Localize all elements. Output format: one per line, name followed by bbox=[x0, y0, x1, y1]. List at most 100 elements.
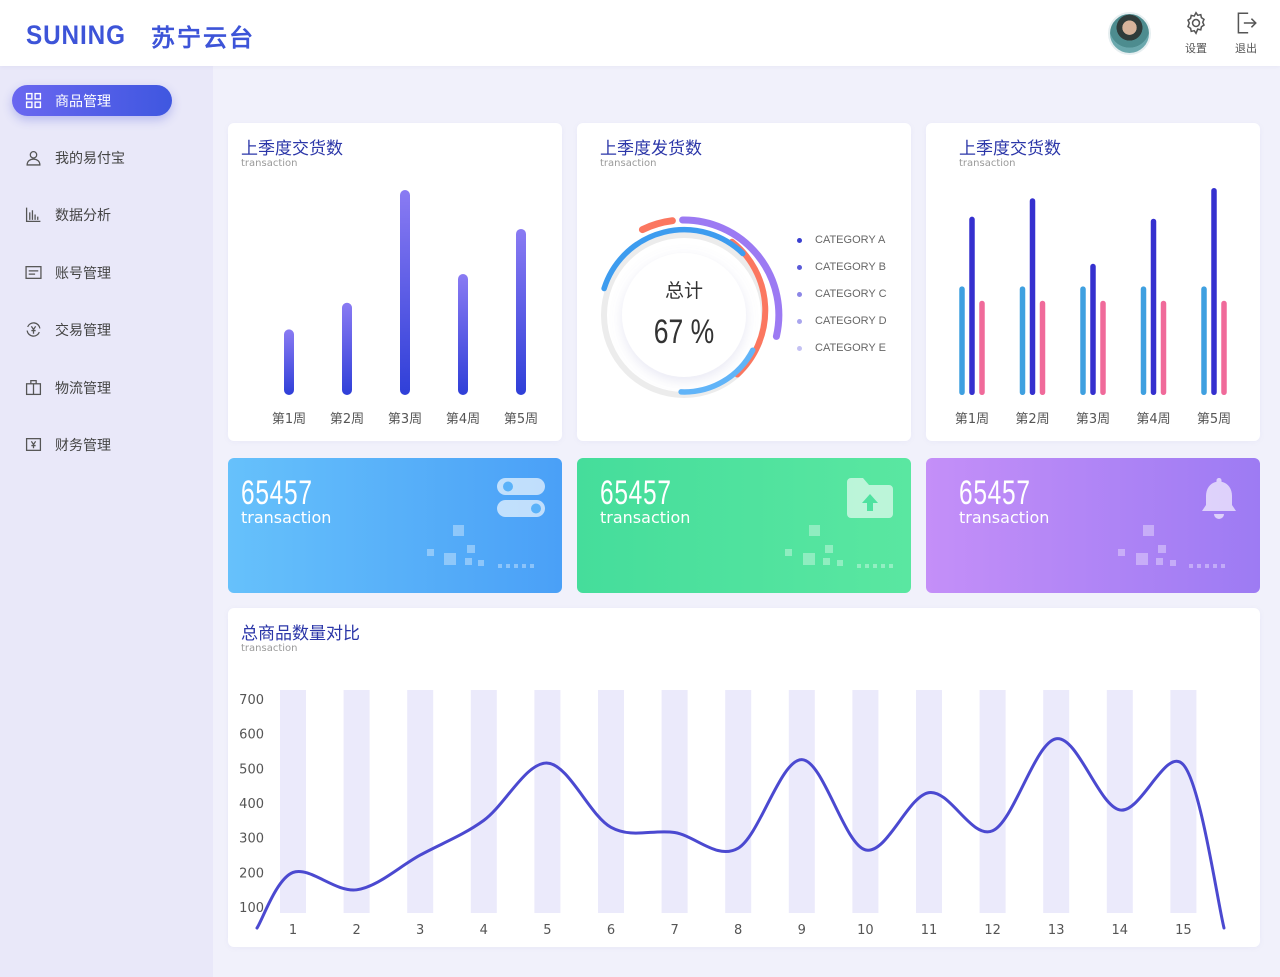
logo-text-cn: 苏宁云台 bbox=[151, 24, 256, 52]
stat-card-blue[interactable]: 65457 transaction bbox=[228, 458, 562, 593]
legend-label: CATEGORY A bbox=[815, 234, 886, 246]
bar[interactable] bbox=[1221, 300, 1227, 395]
sidebar-item-products[interactable]: 商品管理 bbox=[12, 85, 172, 116]
bar bbox=[1106, 690, 1133, 913]
bar[interactable] bbox=[979, 300, 985, 395]
decor-pixel bbox=[803, 553, 815, 565]
bar[interactable] bbox=[284, 329, 294, 395]
decor-pixel bbox=[809, 525, 820, 536]
shipping-donut-card: 上季度发货数 transaction 总计 67 % CATEGORY A CA… bbox=[577, 123, 911, 441]
decor-pixel bbox=[478, 560, 484, 566]
decor-pixel bbox=[889, 564, 893, 568]
bar[interactable] bbox=[1080, 286, 1086, 395]
stat-label: transaction bbox=[600, 508, 691, 527]
decor-pixel bbox=[1197, 564, 1201, 568]
bar[interactable] bbox=[458, 274, 468, 395]
donut-arc-outer-orange bbox=[638, 217, 676, 234]
stat-label: transaction bbox=[959, 508, 1050, 527]
legend-item: CATEGORY B bbox=[797, 261, 886, 273]
y-tick-label: 700 bbox=[239, 693, 264, 708]
bar[interactable] bbox=[1090, 263, 1096, 395]
card-subtitle: transaction bbox=[959, 158, 1016, 169]
legend-item: CATEGORY E bbox=[797, 342, 886, 354]
bar bbox=[1043, 690, 1070, 913]
sidebar-item-label: 交易管理 bbox=[55, 322, 111, 339]
decor-pixel bbox=[514, 564, 518, 568]
bar[interactable] bbox=[1150, 218, 1157, 395]
donut-center bbox=[622, 253, 746, 377]
x-tick-label: 1 bbox=[289, 923, 297, 938]
bar[interactable] bbox=[1019, 286, 1026, 395]
legend-label: CATEGORY C bbox=[815, 288, 887, 300]
bar[interactable] bbox=[400, 190, 410, 395]
decor-pixel bbox=[1205, 564, 1209, 568]
sidebar-item-transactions[interactable]: 交易管理 bbox=[12, 314, 172, 345]
sidebar: 商品管理 我的易付宝 数据分析 账号管理 交易管理 物流管理 财务管理 bbox=[0, 66, 213, 977]
bar[interactable] bbox=[959, 286, 965, 395]
legend-label: CATEGORY B bbox=[815, 261, 886, 273]
bar[interactable] bbox=[1100, 300, 1106, 395]
bar[interactable] bbox=[1211, 187, 1217, 395]
folder-upload-icon bbox=[847, 478, 893, 518]
bar[interactable] bbox=[342, 302, 352, 395]
decor-pixel bbox=[1189, 564, 1193, 568]
bar[interactable] bbox=[1201, 286, 1207, 395]
x-tick-label: 5 bbox=[543, 923, 551, 938]
bar[interactable] bbox=[969, 216, 975, 395]
x-tick-label: 10 bbox=[857, 923, 874, 938]
logout-icon bbox=[1237, 12, 1257, 34]
legend-label: CATEGORY E bbox=[815, 342, 886, 354]
decor-pixel bbox=[1136, 553, 1148, 565]
total-products-chart: 1 2 3 4 5 6 7 8 9 10 11 12 13 14 151002003004005006007… bbox=[239, 690, 1226, 938]
x-tick-label: 第5周 bbox=[1197, 412, 1231, 427]
decor-pixel bbox=[1158, 545, 1166, 553]
sidebar-item-accounts[interactable]: 账号管理 bbox=[12, 257, 172, 288]
series-line bbox=[255, 737, 1226, 930]
bar[interactable] bbox=[1029, 198, 1036, 395]
sidebar-item-finance[interactable]: 财务管理 bbox=[12, 429, 172, 460]
x-tick-label: 4 bbox=[480, 923, 488, 938]
bar bbox=[598, 690, 624, 913]
x-tick-label: 6 bbox=[607, 923, 615, 938]
stat-card-green[interactable]: 65457 transaction bbox=[577, 458, 911, 593]
weekly-delivery-grouped-chart: 第1周 第2周 第3周 第4周 第5周 bbox=[955, 187, 1231, 427]
avatar[interactable] bbox=[1108, 12, 1151, 55]
bar[interactable] bbox=[516, 228, 526, 395]
card-subtitle: transaction bbox=[241, 158, 298, 169]
card-title: 上季度交货数 bbox=[959, 139, 1061, 159]
sidebar-item-analytics[interactable]: 数据分析 bbox=[12, 199, 172, 230]
sidebar-item-epay[interactable]: 我的易付宝 bbox=[12, 142, 172, 173]
settings-button[interactable]: 设置 bbox=[1178, 10, 1214, 56]
decor-pixel bbox=[465, 558, 472, 565]
legend-dot bbox=[797, 291, 802, 297]
bar bbox=[725, 690, 752, 913]
legend-dot bbox=[797, 345, 802, 351]
legend-item: CATEGORY C bbox=[797, 288, 887, 300]
bar bbox=[343, 690, 370, 913]
bar[interactable] bbox=[1039, 300, 1046, 395]
logout-button[interactable]: 退出 bbox=[1228, 10, 1264, 56]
legend-item: CATEGORY D bbox=[797, 315, 887, 327]
toggle-icon bbox=[497, 478, 545, 517]
x-tick-label: 2 bbox=[352, 923, 360, 938]
decor-pixel bbox=[427, 549, 434, 556]
logo[interactable]: SUNING 苏宁云台 bbox=[26, 18, 255, 53]
bar[interactable] bbox=[1160, 300, 1167, 395]
x-tick-label: 8 bbox=[734, 923, 742, 938]
decor-pixel bbox=[857, 564, 861, 568]
y-tick-label: 600 bbox=[239, 728, 264, 743]
x-tick-label: 第1周 bbox=[955, 412, 989, 427]
bar bbox=[280, 690, 306, 913]
sidebar-item-logistics[interactable]: 物流管理 bbox=[12, 372, 172, 403]
bar-chart-icon bbox=[25, 207, 41, 223]
donut-center-label: 总计 bbox=[665, 280, 703, 302]
x-tick-label: 12 bbox=[984, 923, 1001, 938]
y-tick-label: 200 bbox=[239, 866, 264, 881]
stat-card-purple[interactable]: 65457 transaction bbox=[926, 458, 1260, 593]
x-tick-label: 第4周 bbox=[446, 412, 480, 427]
bar[interactable] bbox=[1140, 286, 1147, 395]
bar bbox=[916, 690, 942, 913]
y-tick-label: 400 bbox=[239, 797, 264, 812]
donut-center-value: 67 % bbox=[654, 313, 714, 351]
decor-pixel bbox=[444, 553, 456, 565]
